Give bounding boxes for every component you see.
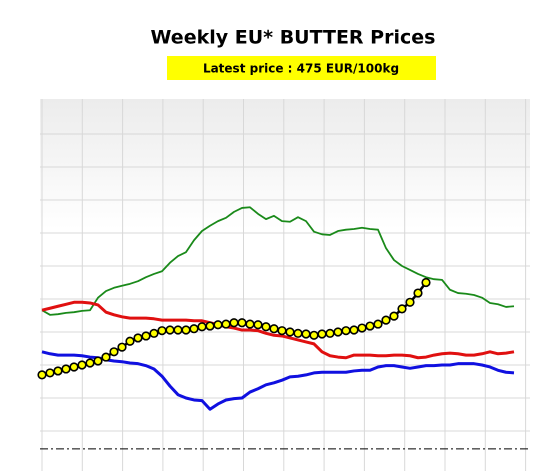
series-marker bbox=[205, 321, 215, 331]
series-marker bbox=[293, 328, 303, 338]
series-marker bbox=[101, 352, 111, 362]
series-marker bbox=[117, 342, 127, 352]
chart-title: Weekly EU* BUTTER Prices bbox=[151, 27, 436, 49]
series-marker bbox=[149, 328, 159, 338]
series-marker bbox=[181, 325, 191, 335]
series-marker bbox=[365, 321, 375, 331]
series-marker bbox=[109, 347, 119, 357]
subtitle-box bbox=[167, 56, 436, 80]
series-line bbox=[41, 300, 515, 360]
series-marker bbox=[157, 326, 167, 336]
series-marker bbox=[277, 326, 287, 336]
series-marker bbox=[213, 320, 223, 330]
series-marker bbox=[245, 319, 255, 329]
series-line bbox=[41, 350, 515, 411]
series-marker bbox=[37, 370, 47, 380]
series-marker bbox=[381, 315, 391, 325]
series-marker bbox=[269, 324, 279, 334]
series-marker bbox=[237, 318, 247, 328]
series-marker bbox=[69, 362, 79, 372]
series-marker bbox=[125, 336, 135, 346]
series-marker bbox=[189, 324, 199, 334]
series-marker bbox=[133, 333, 143, 343]
series-marker bbox=[389, 311, 399, 321]
plot-area bbox=[40, 99, 530, 471]
series-marker bbox=[349, 325, 359, 335]
series-marker bbox=[45, 368, 55, 378]
series-marker bbox=[325, 328, 335, 338]
series-marker bbox=[165, 325, 175, 335]
series-marker bbox=[357, 323, 367, 333]
subtitle: Latest price : 475 EUR/100kg bbox=[203, 62, 399, 76]
series-marker bbox=[405, 297, 415, 307]
series-marker bbox=[285, 327, 295, 337]
series-marker bbox=[301, 329, 311, 339]
series-marker bbox=[93, 356, 103, 366]
series-marker bbox=[253, 320, 263, 330]
series-line bbox=[41, 206, 515, 316]
series-marker bbox=[229, 318, 239, 328]
series-marker bbox=[397, 304, 407, 314]
series-marker bbox=[53, 366, 63, 376]
series-marker bbox=[413, 288, 423, 298]
series-marker bbox=[141, 331, 151, 341]
series-marker bbox=[373, 319, 383, 329]
series-marker bbox=[173, 325, 183, 335]
series-marker bbox=[61, 364, 71, 374]
series-marker bbox=[261, 322, 271, 332]
series-marker bbox=[333, 327, 343, 337]
series-marker bbox=[197, 322, 207, 332]
series-marker bbox=[341, 326, 351, 336]
series-marker bbox=[317, 329, 327, 339]
series-marker bbox=[85, 358, 95, 368]
series-marker bbox=[221, 319, 231, 329]
series-marker bbox=[309, 330, 319, 340]
series-marker bbox=[77, 360, 87, 370]
marks bbox=[37, 206, 515, 411]
series-marker bbox=[421, 277, 431, 288]
